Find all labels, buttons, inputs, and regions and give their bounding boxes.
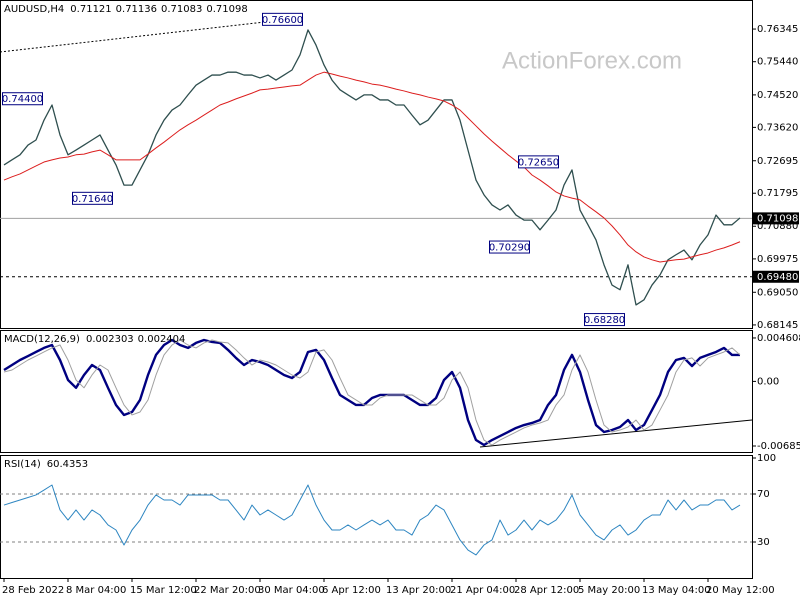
panel-frame (0, 0, 753, 329)
y-tick-label: 0.72695 (757, 156, 798, 167)
y-tick-label: 0.73620 (757, 122, 798, 133)
x-tick-label: 20 May 12:00 (706, 585, 775, 596)
annotation-label: 0.74400 (2, 94, 43, 105)
series-line (3, 71, 741, 263)
price-line-tag (753, 270, 799, 283)
x-tick-label: 21 Apr 04:00 (450, 585, 515, 596)
x-tick-label: 22 Mar 20:00 (194, 585, 261, 596)
annotation-box (262, 12, 303, 26)
y-tick-label: 0.71795 (757, 188, 798, 199)
x-tick-label: 13 Apr 20:00 (386, 585, 451, 596)
price-line-label: 0.69480 (757, 272, 798, 283)
readout-value: 60.4353 (47, 459, 88, 470)
price-line-tag (753, 212, 799, 225)
series-line (3, 29, 741, 306)
panel-frame (0, 455, 753, 579)
annotation-label: 0.76600 (262, 15, 303, 26)
annotation-box (2, 92, 43, 106)
annotation-box (518, 155, 559, 169)
readout-value: 0.71098 (206, 4, 247, 15)
x-tick-label: 6 Apr 12:00 (322, 585, 381, 596)
series-line (3, 484, 741, 556)
y-tick-label: 0.69975 (757, 254, 798, 265)
price-line-label: 0.71098 (757, 213, 798, 224)
y-tick-label: 30 (757, 537, 770, 548)
x-tick-label: 30 Mar 04:00 (258, 585, 325, 596)
annotation-box (584, 313, 625, 327)
y-tick-label: 0.75440 (757, 57, 798, 68)
readout-value: 0.71136 (116, 4, 157, 15)
annotation-label: 0.72650 (518, 157, 559, 168)
readout-value: 0.002404 (138, 334, 186, 345)
panel-title: AUDUSD,H4 (4, 4, 64, 15)
readout-value: 0.71083 (161, 4, 202, 15)
series-line (3, 338, 740, 447)
series-line (3, 339, 741, 446)
annotation-box (489, 240, 530, 254)
annotation-label: 0.68280 (584, 315, 625, 326)
y-tick-label: 0.70880 (757, 221, 798, 232)
readout-value: 0.002303 (86, 334, 134, 345)
x-tick-label: 28 Apr 12:00 (514, 585, 579, 596)
panel-title: RSI(14) (4, 459, 41, 470)
readout-value: 0.71121 (70, 4, 111, 15)
annotation-label: 0.70290 (489, 243, 530, 254)
annotation-box (72, 191, 113, 205)
panel-title: MACD(12,26,9) (4, 334, 80, 345)
x-tick-label: 5 May 20:00 (578, 585, 640, 596)
x-tick-label: 15 Mar 12:00 (130, 585, 197, 596)
annotation-label: 0.71640 (72, 194, 113, 205)
x-tick-label: 8 Mar 04:00 (66, 585, 126, 596)
y-tick-label: 0.69050 (757, 287, 798, 298)
y-tick-label: 70 (757, 489, 770, 500)
y-tick-label: 0.76345 (757, 24, 798, 35)
y-tick-label: 0.004608 (757, 333, 800, 344)
watermark: ActionForex.com (502, 47, 682, 74)
y-tick-label: 0.74520 (757, 90, 798, 101)
panel-frame (0, 330, 753, 453)
y-tick-label: 100 (757, 453, 776, 464)
x-tick-label: 13 May 04:00 (642, 585, 711, 596)
y-tick-label: -0.006853 (757, 441, 800, 452)
y-tick-label: 0.68145 (757, 320, 798, 331)
x-tick-label: 28 Feb 2022 (2, 585, 64, 596)
y-tick-label: 0.00 (757, 376, 779, 387)
trend-line (479, 419, 753, 448)
